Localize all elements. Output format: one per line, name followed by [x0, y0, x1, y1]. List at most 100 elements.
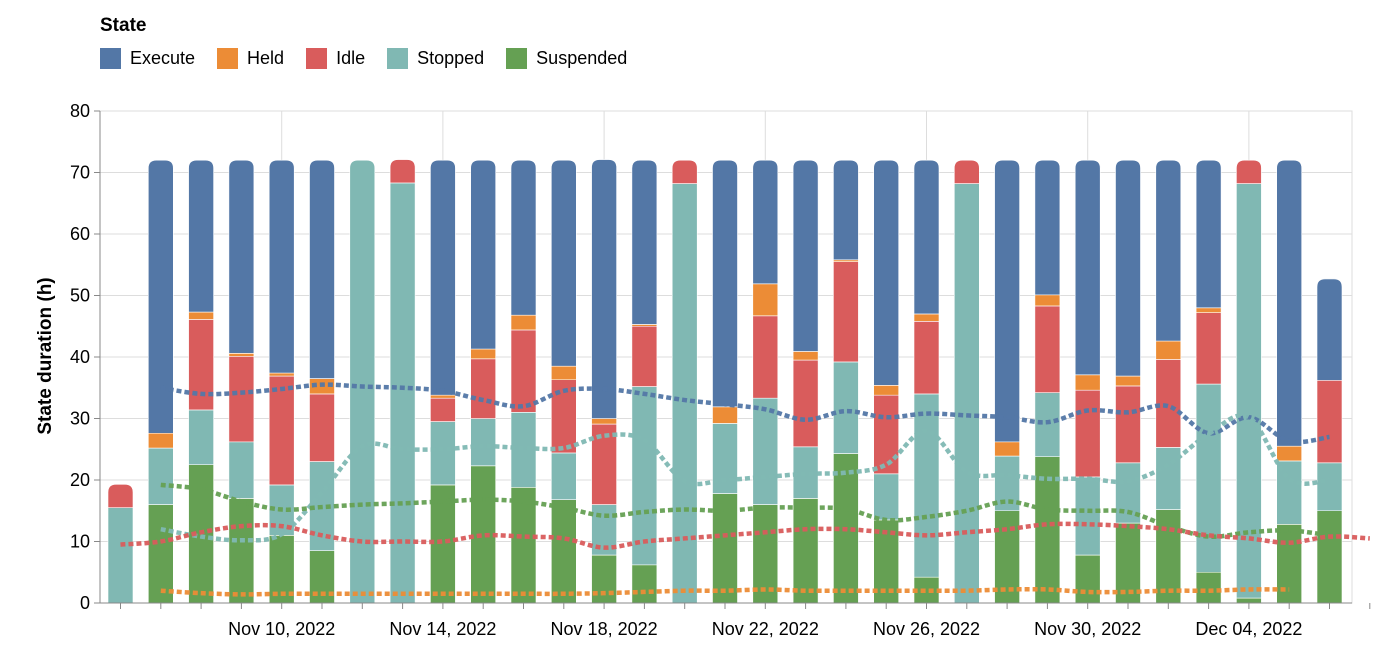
trend-line-suspended — [160, 482, 1330, 539]
legend-item-stopped[interactable]: Stopped — [387, 48, 484, 69]
bar-2022-11-29 — [1034, 159, 1061, 604]
bar-segment-execute — [792, 159, 819, 352]
bar-2022-11-25 — [873, 159, 899, 604]
bar-segment-held — [873, 384, 899, 396]
trend-lines — [120, 382, 1370, 597]
bar-segment-idle — [792, 359, 819, 448]
bar-segment-held — [268, 372, 295, 377]
bar-2022-11-17 — [551, 159, 577, 604]
bar-segment-held — [188, 311, 214, 320]
legend-item-execute[interactable]: Execute — [100, 48, 195, 69]
y-axis-label: State duration (h) — [35, 277, 56, 434]
bar-segment-suspended — [913, 576, 940, 604]
bar-segment-stopped — [994, 455, 1020, 512]
y-tick-label: 20 — [70, 470, 90, 490]
bar-segment-idle — [107, 484, 134, 508]
bar-segment-execute — [1155, 159, 1182, 342]
bar-segment-suspended — [470, 465, 496, 604]
bar-2022-11-26 — [913, 159, 940, 604]
bar-segment-stopped — [913, 393, 940, 578]
legend-item-held[interactable]: Held — [217, 48, 284, 69]
legend-label-idle: Idle — [336, 48, 366, 68]
bar-segment-execute — [1074, 159, 1101, 376]
bar-segment-suspended — [228, 498, 255, 604]
legend-label-suspended: Suspended — [536, 48, 628, 68]
x-tick-label: Nov 26, 2022 — [873, 619, 980, 639]
bar-segment-stopped — [188, 409, 214, 465]
y-tick-label: 80 — [70, 101, 90, 121]
bar-segment-idle — [1195, 312, 1222, 385]
bar-segment-execute — [631, 159, 658, 325]
bar-segment-held — [470, 348, 496, 360]
bar-segment-idle — [510, 329, 537, 413]
bar-segment-stopped — [1195, 383, 1222, 573]
bar-2022-11-10 — [268, 159, 295, 604]
bar-segment-suspended — [994, 510, 1020, 604]
bar-segment-execute — [188, 159, 214, 313]
y-tick-label: 40 — [70, 347, 90, 367]
bar-segment-suspended — [510, 487, 537, 604]
bar-2022-11-28 — [994, 159, 1020, 604]
bar-segment-execute — [510, 159, 537, 316]
bar-segment-idle — [631, 325, 658, 387]
bar-segment-stopped — [1316, 462, 1343, 512]
bar-segment-held — [1195, 307, 1222, 314]
bar-2022-11-16 — [510, 159, 537, 604]
bar-segment-stopped — [1074, 476, 1101, 556]
bar-segment-stopped — [551, 452, 577, 500]
bar-segment-held — [913, 313, 940, 322]
bar-segment-execute — [752, 159, 779, 285]
bar-segment-stopped — [1236, 183, 1262, 599]
bar-segment-suspended — [1074, 554, 1101, 604]
legend-item-idle[interactable]: Idle — [306, 48, 365, 69]
y-tick-label: 0 — [80, 593, 90, 613]
bar-segment-idle — [1115, 385, 1141, 464]
trend-line-execute — [160, 382, 1330, 445]
bar-segment-idle — [309, 393, 335, 462]
trend-line-stopped — [160, 413, 1330, 543]
bar-segment-held — [752, 283, 779, 317]
x-tick-label: Nov 22, 2022 — [712, 619, 819, 639]
bar-segment-held — [1074, 374, 1101, 391]
legend-title: State — [100, 15, 147, 36]
bar-segment-execute — [1034, 159, 1061, 296]
legend-swatch-stopped — [387, 48, 409, 69]
bar-segment-idle — [1316, 380, 1343, 464]
bar-segment-execute — [1115, 159, 1141, 377]
legend-label-held: Held — [247, 48, 285, 68]
bar-segment-idle — [913, 321, 940, 395]
bar-2022-11-14 — [430, 159, 456, 604]
bar-segment-execute — [470, 159, 496, 350]
bar-segment-stopped — [954, 183, 980, 604]
bar-segment-held — [792, 351, 819, 361]
bar-segment-execute — [430, 159, 456, 396]
bar-segment-suspended — [1276, 523, 1302, 604]
legend-item-suspended[interactable]: Suspended — [506, 48, 627, 69]
bar-2022-11-22 — [752, 159, 779, 604]
bar-segment-idle — [228, 356, 255, 443]
y-tick-label: 30 — [70, 409, 90, 429]
bar-segment-stopped — [833, 361, 859, 454]
bar-segment-idle — [1236, 159, 1262, 184]
bar-segment-execute — [873, 159, 899, 386]
y-tick-label: 50 — [70, 286, 90, 306]
bar-segment-idle — [1034, 305, 1061, 393]
legend-items: Execute Held Idle Stopped Suspended — [100, 48, 649, 69]
bar-segment-idle — [1074, 389, 1101, 478]
bar-segment-suspended — [792, 498, 819, 604]
bar-segment-execute — [309, 159, 335, 379]
bar-segment-execute — [148, 159, 174, 434]
bar-segment-stopped — [1034, 392, 1061, 457]
trend-line-idle — [120, 521, 1370, 550]
bar-segment-idle — [873, 394, 899, 475]
bar-segment-suspended — [148, 504, 174, 604]
legend-label-execute: Execute — [130, 48, 196, 68]
legend-swatch-idle — [306, 48, 328, 69]
y-tick-label: 70 — [70, 163, 90, 183]
bar-segment-held — [430, 394, 456, 399]
bar-segment-stopped — [107, 507, 134, 604]
x-tick-label: Dec 04, 2022 — [1195, 619, 1302, 639]
legend-swatch-suspended — [506, 48, 528, 69]
x-tick-label: Nov 18, 2022 — [551, 619, 658, 639]
